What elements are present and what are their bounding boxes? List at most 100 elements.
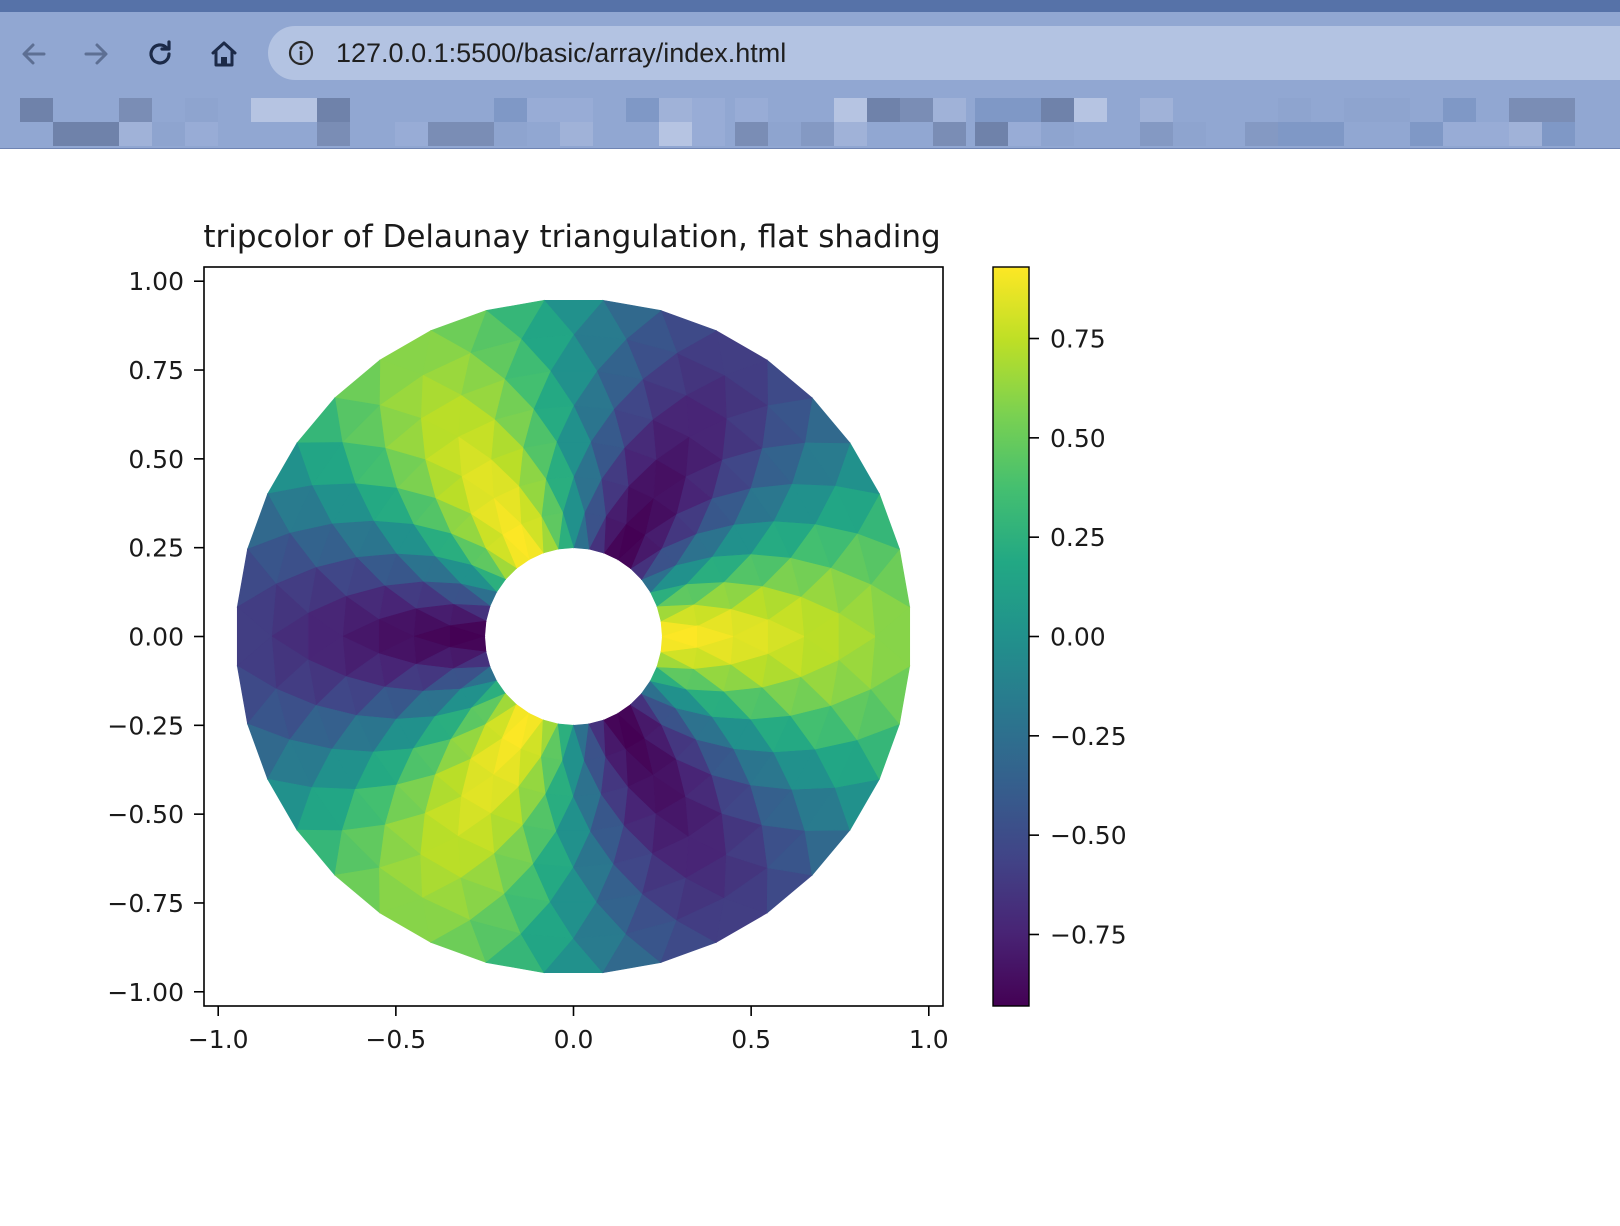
address-bar[interactable]: 127.0.0.1:5500/basic/array/index.html (268, 26, 1620, 80)
colorbar-tick-label: 0.50 (1050, 424, 1106, 453)
bookmark-blur-block (1173, 122, 1206, 146)
y-axis: 1.00 0.75 0.50 0.25 0.00 −0.25 −0.50 −0.75 −1.00 (107, 267, 204, 1007)
colorbar-gradient (992, 266, 1030, 1007)
info-icon[interactable] (288, 40, 314, 66)
colorbar: 0.75 0.50 0.25 0.00 −0.25 −0.50 −0.75 (992, 266, 1127, 1007)
mesh-triangle (766, 867, 813, 914)
bookmark-blur-block (20, 98, 53, 122)
bookmark-blur-block (119, 122, 152, 146)
window-top-strip (0, 0, 1620, 12)
bookmark-blur-block (975, 122, 1008, 146)
bookmark-blur-block (1542, 98, 1575, 122)
bookmark-blur-block (560, 98, 593, 122)
x-tick-label: 1.0 (909, 1025, 949, 1049)
mesh-triangle (334, 867, 381, 914)
forward-button[interactable] (76, 34, 116, 74)
bookmark-blur-block (735, 98, 768, 122)
mesh-triangle (766, 359, 813, 406)
y-tick-label: 0.00 (128, 623, 184, 652)
reload-button[interactable] (140, 34, 180, 74)
reload-icon (149, 40, 171, 65)
mesh-triangle (875, 606, 911, 667)
y-tick-label: 0.75 (128, 356, 184, 385)
bookmark-blur-block (933, 122, 966, 146)
back-arrow-icon (22, 43, 46, 65)
bookmark-blur-block (1509, 122, 1542, 146)
bookmark-blur-block (659, 122, 692, 146)
back-button[interactable] (14, 34, 54, 74)
mesh-triangle (804, 397, 851, 444)
bookmark-blur-block (900, 98, 933, 122)
url-text[interactable]: 127.0.0.1:5500/basic/array/index.html (336, 38, 787, 68)
colorbar-tick-label: 0.75 (1050, 325, 1106, 354)
x-tick-label: −0.5 (365, 1025, 426, 1049)
bookmark-blur-block (1476, 122, 1509, 146)
y-tick-label: −1.00 (107, 978, 184, 1007)
colorbar-axis: 0.75 0.50 0.25 0.00 −0.25 −0.50 −0.75 (1029, 325, 1127, 949)
bookmark-blur-block (86, 122, 119, 146)
bookmark-blur-block (1509, 98, 1542, 122)
bookmark-blur-block (1377, 98, 1410, 122)
bookmark-blur-block (692, 122, 725, 146)
bookmark-blur-block (768, 122, 801, 146)
bookmark-blur-block (867, 98, 900, 122)
bookmark-blur-block (1041, 122, 1074, 146)
mesh-triangle (334, 359, 381, 406)
mesh-triangle (804, 829, 851, 876)
home-button[interactable] (204, 34, 244, 74)
bookmark-blur-block (1008, 98, 1041, 122)
bookmark-blur-block (933, 98, 966, 122)
bookmark-blur-block (152, 122, 185, 146)
bookmark-blur-block (1410, 122, 1443, 146)
bookmark-blur-block (834, 98, 867, 122)
bookmark-blur-block (494, 98, 527, 122)
colorbar-tick-label: −0.25 (1050, 722, 1127, 751)
bookmark-blur-block (1443, 98, 1476, 122)
bookmark-blur-block (626, 98, 659, 122)
bookmark-blur-block (975, 98, 1008, 122)
mesh-triangle (296, 397, 343, 444)
bookmark-blur-block (1140, 122, 1173, 146)
bookmark-blur-block (317, 98, 350, 122)
mesh-triangle (697, 625, 735, 648)
bookmark-blur-block (461, 122, 494, 146)
y-tick-label: −0.50 (107, 800, 184, 829)
y-tick-label: −0.75 (107, 889, 184, 918)
bookmark-blur-block (428, 122, 461, 146)
bookmark-blur-block (1344, 98, 1377, 122)
bookmark-blur-block (560, 122, 593, 146)
colorbar-tick-label: −0.50 (1050, 821, 1127, 850)
bookmark-blur-block (395, 122, 428, 146)
bookmarks-bar (0, 84, 1620, 146)
mesh-triangle (838, 612, 877, 661)
colorbar-tick-label: 0.00 (1050, 623, 1106, 652)
bookmark-blur-block (1278, 98, 1311, 122)
bookmark-blur-block (185, 122, 218, 146)
chart-svg: tripcolor of Delaunay triangulation, fla… (107, 219, 1127, 1049)
y-tick-label: 0.25 (128, 534, 184, 563)
x-tick-label: 0.5 (731, 1025, 771, 1049)
bookmark-blur-block (527, 98, 560, 122)
bookmark-blur-block (1140, 98, 1173, 122)
bookmark-blur-block (494, 122, 527, 146)
bookmark-blur-block (1443, 122, 1476, 146)
colorbar-tick-label: −0.75 (1050, 920, 1127, 949)
mesh-triangle (296, 829, 343, 876)
browser-toolbar: 127.0.0.1:5500/basic/array/index.html (0, 12, 1620, 149)
x-tick-label: 0.0 (554, 1025, 594, 1049)
bookmark-blur-block (284, 98, 317, 122)
mesh-triangle (767, 618, 806, 655)
bookmark-blur-block (692, 98, 725, 122)
x-tick-label: −1.0 (188, 1025, 249, 1049)
bookmark-blur-block (251, 98, 284, 122)
bookmark-blur-block (659, 98, 692, 122)
bookmark-blur-block (834, 122, 867, 146)
bookmark-blur-block (1074, 98, 1107, 122)
bookmark-blur-block (119, 98, 152, 122)
forward-arrow-icon (84, 43, 108, 65)
bookmark-blur-block (735, 122, 768, 146)
bookmark-blur-block (53, 122, 86, 146)
bookmark-blur-block (1542, 122, 1575, 146)
y-tick-label: −0.25 (107, 711, 184, 740)
colorbar-tick-label: 0.25 (1050, 523, 1106, 552)
